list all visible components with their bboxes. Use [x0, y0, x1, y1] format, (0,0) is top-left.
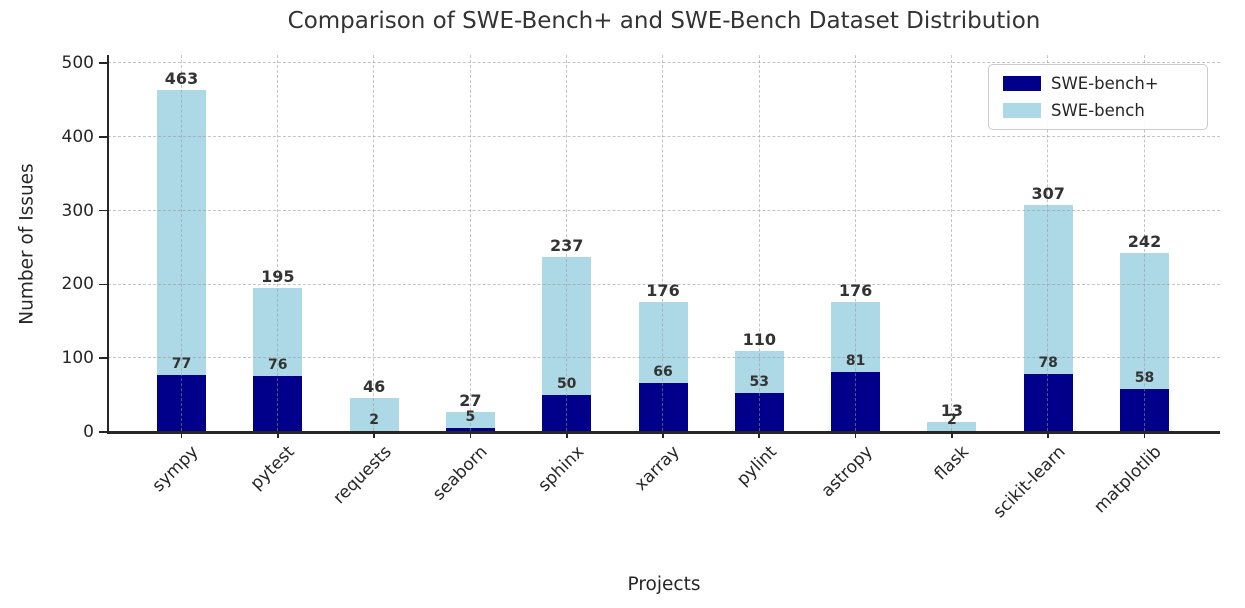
legend-item-swe-bench-plus: SWE-bench+ — [1003, 74, 1193, 93]
gridline-vertical — [951, 55, 953, 431]
x-tick-mark — [758, 432, 761, 438]
x-tick-label-seaborn: seaborn — [429, 442, 492, 505]
y-tick-label: 100 — [61, 348, 94, 369]
x-tick-label-xarray: xarray — [631, 442, 685, 495]
bar-value-swe-bench-plus-flask: 2 — [947, 411, 957, 428]
gridline-vertical — [373, 55, 375, 431]
bar-value-swe-bench-plus-sphinx: 50 — [556, 376, 577, 393]
x-tick-label-sympy: sympy — [148, 442, 203, 496]
bar-value-swe-bench-plus-matplotlib: 58 — [1134, 370, 1155, 387]
x-tick-label-pytest: pytest — [246, 442, 299, 494]
bar-value-swe-bench-plus-pylint: 53 — [749, 373, 770, 390]
x-tick-label-scikit-learn: scikit-learn — [989, 442, 1070, 523]
bar-value-swe-bench-plus-sympy: 77 — [171, 356, 192, 373]
y-tick-label: 500 — [61, 53, 94, 73]
legend-swatch-swe-bench-plus — [1003, 76, 1041, 91]
bar-value-swe-bench-astropy: 176 — [838, 281, 873, 301]
gridline-vertical — [277, 55, 279, 431]
x-tick-label-requests: requests — [329, 442, 396, 509]
x-tick-mark — [180, 432, 183, 438]
legend-label-swe-bench: SWE-bench — [1051, 101, 1145, 120]
x-tick-mark — [565, 432, 568, 438]
gridline-vertical — [854, 55, 856, 431]
legend-label-swe-bench-plus: SWE-bench+ — [1051, 74, 1159, 93]
x-tick-label-sphinx: sphinx — [534, 442, 588, 496]
bar-value-swe-bench-plus-astropy: 81 — [845, 353, 866, 370]
bar-value-swe-bench-pylint: 110 — [742, 329, 776, 349]
x-tick-label-pylint: pylint — [732, 442, 781, 490]
x-tick-mark — [276, 432, 279, 438]
y-tick-label: 400 — [61, 126, 94, 147]
x-tick-label-astropy: astropy — [817, 442, 877, 502]
y-tick-label: 300 — [61, 200, 94, 221]
gridline-horizontal — [108, 357, 1220, 359]
x-tick-mark — [469, 432, 472, 438]
x-tick-mark — [854, 432, 857, 438]
bar-value-swe-bench-sympy: 463 — [164, 69, 199, 89]
bar-value-swe-bench-pytest: 195 — [261, 267, 295, 287]
legend-swatch-swe-bench — [1003, 103, 1041, 118]
gridline-horizontal — [108, 209, 1220, 211]
x-tick-mark — [1143, 432, 1146, 438]
chart-title: Comparison of SWE-Bench+ and SWE-Bench D… — [287, 8, 1041, 34]
x-tick-label-matplotlib: matplotlib — [1090, 442, 1166, 518]
bar-value-swe-bench-xarray: 176 — [646, 281, 680, 301]
gridline-vertical — [1047, 55, 1049, 431]
bar-value-swe-bench-plus-xarray: 66 — [653, 364, 673, 381]
gridline-vertical — [758, 55, 760, 431]
y-tick-mark — [99, 431, 107, 433]
y-axis-spine — [106, 55, 109, 433]
y-tick-label: 200 — [61, 274, 94, 295]
x-tick-mark — [951, 432, 953, 438]
y-tick-mark — [99, 283, 107, 286]
x-axis-label: Projects — [627, 574, 701, 595]
x-tick-mark — [1047, 432, 1050, 438]
y-tick-label: 0 — [83, 422, 94, 442]
legend-item-swe-bench: SWE-bench — [1003, 101, 1193, 120]
x-axis-spine — [106, 431, 1220, 434]
gridline-vertical — [469, 55, 471, 431]
bar-value-swe-bench-flask: 13 — [940, 401, 964, 421]
bar-value-swe-bench-scikit-learn: 307 — [1031, 184, 1065, 204]
gridline-vertical — [180, 55, 182, 431]
bar-value-swe-bench-plus-requests: 2 — [369, 411, 379, 428]
y-tick-mark — [99, 209, 107, 212]
y-axis-label: Number of Issues — [16, 163, 38, 325]
bar-value-swe-bench-requests: 46 — [362, 377, 386, 397]
bar-value-swe-bench-seaborn: 27 — [459, 391, 482, 411]
bar-value-swe-bench-matplotlib: 242 — [1127, 232, 1162, 252]
x-tick-mark — [373, 432, 375, 438]
bar-value-swe-bench-plus-pytest: 76 — [268, 356, 288, 373]
gridline-vertical — [565, 55, 567, 431]
bar-value-swe-bench-plus-seaborn: 5 — [465, 409, 476, 426]
y-tick-mark — [99, 357, 107, 360]
x-tick-label-flask: flask — [930, 442, 974, 485]
bar-value-swe-bench-sphinx: 237 — [549, 236, 584, 256]
bar-value-swe-bench-plus-scikit-learn: 78 — [1038, 355, 1058, 372]
x-tick-mark — [662, 432, 664, 438]
legend: SWE-bench+ SWE-bench — [988, 64, 1208, 130]
gridline-vertical — [662, 55, 664, 431]
y-tick-mark — [99, 62, 107, 64]
gridline-horizontal — [108, 283, 1220, 285]
gridline-vertical — [1143, 55, 1145, 431]
gridline-horizontal — [108, 136, 1220, 138]
y-tick-mark — [99, 135, 107, 138]
gridline-horizontal — [108, 62, 1220, 64]
